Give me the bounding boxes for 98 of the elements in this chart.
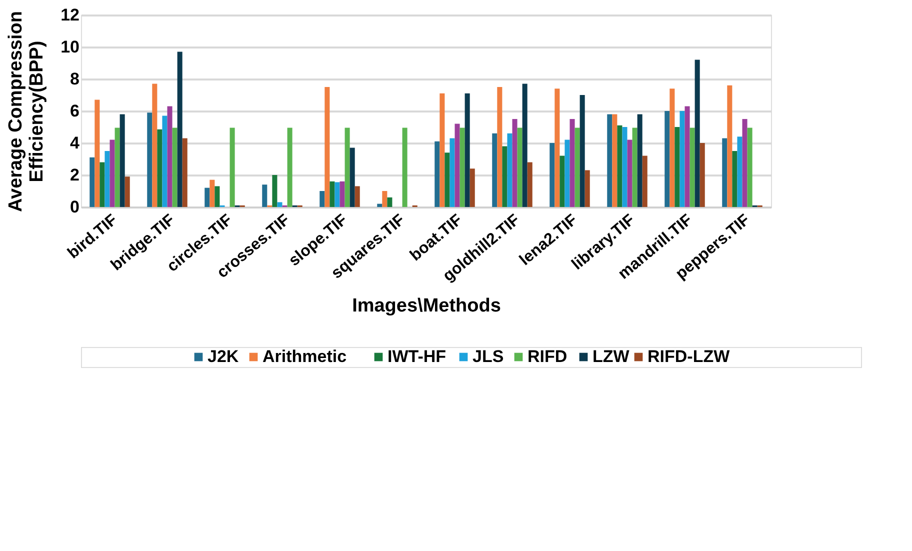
bar	[330, 181, 335, 207]
bar	[104, 151, 110, 207]
bar	[737, 136, 742, 207]
bar	[334, 182, 340, 207]
bar	[742, 119, 748, 207]
bar	[584, 170, 590, 207]
bar	[460, 128, 465, 207]
bar	[120, 114, 125, 207]
bar	[607, 114, 612, 207]
bar	[210, 180, 215, 207]
bar	[387, 197, 392, 207]
bar	[522, 84, 528, 207]
bar	[382, 191, 388, 207]
bar	[464, 93, 470, 207]
bar	[570, 119, 575, 207]
bar	[554, 88, 560, 207]
bar	[324, 87, 330, 207]
legend-label: RIFD-LZW	[648, 347, 731, 366]
y-tick-label: 12	[60, 6, 80, 24]
bar	[110, 140, 115, 207]
bar	[320, 191, 325, 207]
bar	[732, 151, 738, 207]
bar	[287, 128, 292, 207]
bar	[402, 128, 408, 207]
bar	[90, 157, 95, 207]
bar	[162, 116, 168, 207]
bar	[564, 140, 570, 207]
y-tick-label: 4	[70, 134, 80, 152]
bar	[694, 60, 700, 207]
bar	[277, 202, 282, 207]
bar	[664, 111, 670, 207]
bar	[147, 112, 152, 207]
bar	[527, 162, 532, 207]
bar	[172, 128, 178, 207]
bar	[670, 88, 675, 207]
y-tick-label: 0	[70, 198, 80, 216]
bar	[497, 87, 502, 207]
bar	[434, 141, 440, 207]
bar	[167, 106, 172, 207]
bar	[377, 204, 382, 207]
bar	[502, 146, 508, 207]
bar	[100, 162, 105, 207]
bar	[182, 138, 188, 207]
bar	[574, 128, 580, 207]
bar	[684, 106, 690, 207]
bar	[507, 133, 512, 207]
legend-label: IWT-HF	[388, 347, 446, 366]
bar	[560, 156, 565, 207]
bar	[727, 85, 732, 207]
y-axis-title: Average Compression Efficiency(BPP)	[6, 11, 48, 212]
legend-label: LZW	[592, 347, 630, 366]
bar	[440, 93, 445, 207]
legend-label: JLS	[472, 347, 504, 366]
bar	[632, 128, 638, 207]
bar	[262, 184, 268, 207]
bar	[612, 114, 618, 207]
bar	[344, 128, 350, 207]
bar	[700, 143, 705, 207]
bar	[674, 127, 680, 207]
bar	[454, 124, 460, 207]
bar	[747, 128, 752, 207]
bar	[177, 52, 182, 207]
bar	[124, 176, 130, 207]
y-tick-label: 10	[60, 38, 80, 56]
bar	[450, 138, 455, 207]
bar	[680, 111, 685, 207]
bar	[492, 133, 498, 207]
bar	[627, 140, 632, 207]
bar	[722, 138, 728, 207]
bar	[214, 186, 220, 207]
x-axis-title: Images\Methods	[352, 295, 501, 316]
bar	[230, 128, 235, 207]
legend-label: Arithmetic	[262, 347, 347, 366]
bar	[622, 127, 628, 207]
bar	[204, 188, 210, 207]
bar	[470, 168, 475, 207]
bar	[157, 129, 162, 207]
bar	[512, 119, 518, 207]
bar	[617, 125, 622, 207]
bar	[350, 148, 355, 207]
bar	[580, 95, 585, 207]
bar	[690, 128, 695, 207]
y-tick-label: 8	[70, 70, 80, 88]
bar	[340, 181, 345, 207]
bar	[444, 152, 450, 207]
legend-label: RIFD	[528, 347, 568, 366]
bar	[637, 114, 642, 207]
bar	[272, 175, 278, 207]
legend-label: J2K	[208, 347, 240, 366]
bar	[152, 84, 158, 207]
bar	[354, 186, 360, 207]
bar	[114, 128, 120, 207]
bar	[94, 100, 100, 207]
y-tick-label: 6	[70, 102, 80, 120]
y-tick-label: 2	[70, 166, 80, 184]
bar	[642, 156, 648, 207]
bar	[517, 128, 522, 207]
bar	[550, 143, 555, 207]
